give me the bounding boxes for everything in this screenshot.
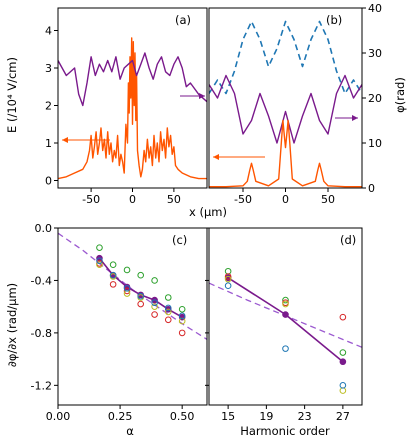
data-point [282,311,289,318]
data-point [339,358,347,366]
data-point [96,261,103,269]
data-point [96,244,103,251]
top-right-y-axis-label: φ(rad) [393,77,407,113]
data-point [109,271,117,279]
y-tick-label: 4 [45,25,52,38]
data-point [123,266,131,274]
x-tick-label: 0.00 [46,410,71,423]
x-tick-label: 0.50 [170,410,195,423]
data-point [224,275,232,283]
data-point [178,305,186,313]
data-point [137,292,144,300]
panel-a: -50 0 50 0 1 2 3 4 [45,7,208,206]
data-point [178,329,186,337]
data-point [151,299,158,307]
y-tick-label: 1 [45,137,52,150]
data-point [123,285,131,292]
panel-b: -50 0 50 0 10 20 30 40 [208,2,382,206]
data-point [164,304,172,312]
data-point [224,273,232,280]
y-tick-label: 20 [368,92,382,105]
y-tick-label: 3 [45,62,52,75]
data-point [224,282,232,289]
data-point [109,281,117,288]
top-x-axis-label: x (μm) [189,205,227,219]
intensity-series [209,119,362,188]
panel-c-label: (c) [172,233,187,247]
x-tick-label: 0 [282,193,289,206]
x-tick-label: 0 [129,193,136,206]
data-point [282,345,289,352]
data-point [137,271,144,279]
data-point [123,287,131,295]
data-point [151,277,158,284]
series-line [227,277,344,363]
panel-a-label: (a) [175,13,191,27]
x-tick-label: 19 [259,410,273,423]
y-tick-label: 0 [45,175,52,188]
top-left-y-axis-label: E (/10⁴ V/cm) [5,57,19,133]
bottom-left-x-axis-label: α [126,424,134,438]
data-point [164,308,172,316]
arrow-left-head [62,137,68,143]
x-tick-label: 15 [221,410,235,423]
y-tick-label: -0.8 [31,327,52,340]
panel-d: 15 19 23 27 [205,227,363,423]
y-tick-label: 30 [368,47,382,60]
y-tick-label: 0.0 [35,222,53,235]
plot-area [209,20,362,188]
data-point [151,303,158,310]
y-tick-label: -1.2 [31,379,52,392]
data-point [339,313,347,321]
panel-b-label: (b) [326,13,342,27]
y-tick-label: 2 [45,100,52,113]
x-tick-label: -50 [82,193,100,206]
field-series [58,37,207,180]
x-tick-label: -50 [234,193,252,206]
data-point [282,296,289,304]
data-point [164,294,172,301]
data-point [109,261,117,269]
data-point [151,311,158,318]
plot-frame [208,7,363,189]
x-tick-label: 27 [336,410,350,423]
plot-area [58,232,207,340]
plot-area [209,267,362,394]
data-point [178,312,186,320]
dashed-phase-series [209,20,362,95]
data-point [282,300,289,308]
phase-series [58,52,207,107]
data-point [339,382,347,389]
panel-c: 0.00 0.25 0.50 0.0 -0.4 -0.8 -1.2 [31,222,208,423]
y-tick-label: 0 [368,182,375,195]
arrow-right-head [199,93,205,99]
x-tick-label: 23 [298,410,312,423]
arrow-left-head [213,154,219,160]
x-tick-label: 0.25 [108,410,133,423]
phase-series [209,74,362,144]
x-tick-label: 50 [321,193,335,206]
bottom-left-y-axis-label: ∂φ/∂x (rad/μm) [5,283,19,367]
y-tick-label: 40 [368,2,382,15]
data-point [96,257,103,265]
data-point [339,349,347,356]
arrow-right-head [352,115,358,121]
y-tick-label: -0.4 [31,274,52,287]
bottom-right-x-axis-label: Harmonic order [240,424,330,438]
x-tick-label: 50 [167,193,181,206]
panel-d-label: (d) [340,233,356,247]
fit-line [58,232,207,340]
plot-frame [208,227,363,406]
plot-area [58,37,207,180]
y-tick-label: 10 [368,137,382,150]
data-point [137,300,144,308]
plot-frame [57,227,208,406]
data-point [164,316,172,324]
